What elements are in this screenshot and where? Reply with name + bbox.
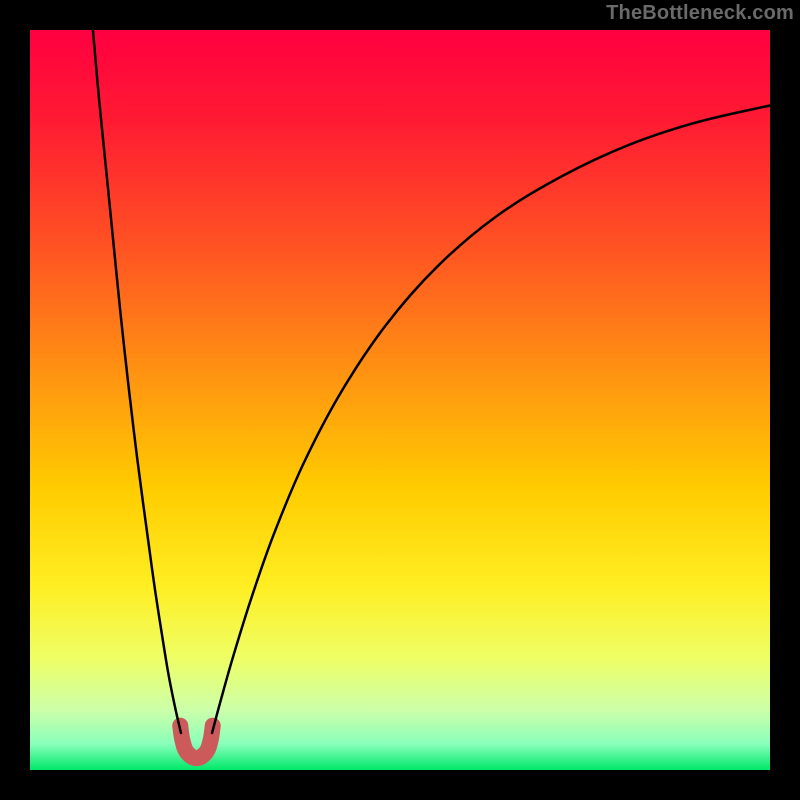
chart-container: { "meta": { "watermark": "TheBottleneck.… bbox=[0, 0, 800, 800]
watermark-text: TheBottleneck.com bbox=[606, 2, 794, 25]
bottleneck-curve-chart bbox=[0, 0, 800, 800]
